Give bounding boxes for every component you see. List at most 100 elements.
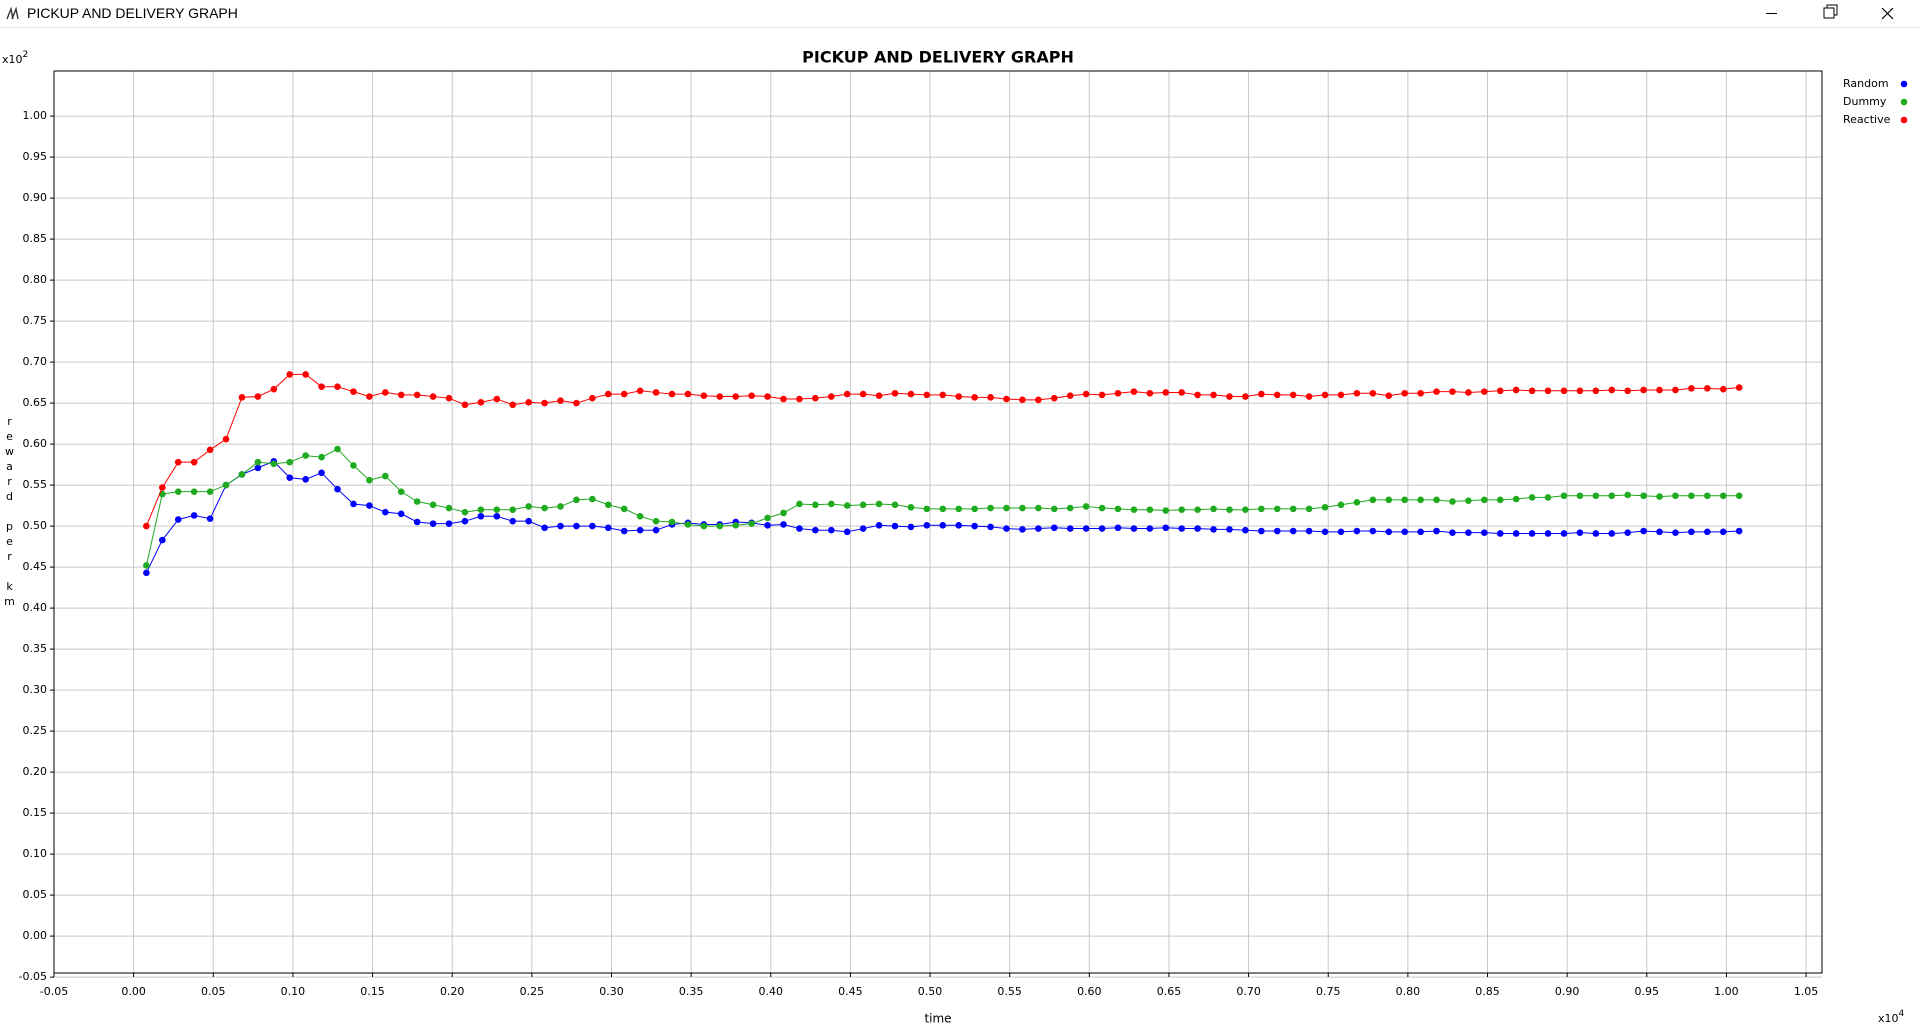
data-point	[1735, 527, 1743, 535]
legend-marker	[1900, 80, 1908, 88]
data-point	[1305, 527, 1313, 535]
data-point	[1496, 496, 1504, 504]
x-tick-label: 0.40	[759, 985, 784, 998]
data-point	[987, 523, 994, 531]
y-tick-label: 0.15	[23, 806, 48, 819]
data-point	[254, 458, 262, 466]
data-point	[812, 526, 819, 534]
data-point	[541, 504, 548, 512]
data-point	[859, 501, 867, 509]
data-point	[1162, 524, 1170, 532]
plot-area	[54, 71, 1822, 973]
data-point	[270, 385, 278, 393]
data-point	[1481, 496, 1488, 504]
data-point	[971, 522, 978, 530]
data-point	[923, 521, 931, 529]
data-point	[1082, 525, 1090, 532]
data-point	[1688, 385, 1695, 392]
data-point	[1465, 389, 1472, 396]
data-point	[1210, 526, 1217, 533]
maximize-button[interactable]	[1823, 7, 1835, 19]
data-point	[604, 524, 612, 532]
data-point	[1624, 491, 1631, 499]
data-point	[334, 445, 341, 453]
data-point	[668, 521, 676, 528]
data-point	[1704, 528, 1711, 536]
data-point	[684, 390, 692, 398]
data-point	[557, 503, 564, 510]
close-button[interactable]	[1881, 7, 1894, 20]
data-point	[620, 527, 628, 535]
y-tick-label: 0.85	[23, 232, 48, 245]
x-tick-label: 0.90	[1555, 985, 1580, 998]
data-point	[1066, 504, 1074, 512]
data-point	[796, 395, 803, 403]
data-point	[716, 393, 724, 400]
data-point	[143, 522, 150, 530]
data-point	[604, 501, 612, 509]
y-tick-label: 0.10	[23, 847, 48, 860]
data-point	[1305, 393, 1313, 400]
data-point	[445, 520, 453, 527]
data-point	[1465, 497, 1472, 504]
data-point	[541, 399, 548, 407]
x-tick-label: 0.70	[1236, 985, 1261, 998]
data-point	[1353, 527, 1361, 535]
data-point	[1481, 388, 1488, 395]
x-tick-label: 1.05	[1794, 985, 1819, 998]
data-point	[286, 458, 294, 466]
data-point	[1194, 506, 1201, 513]
data-point	[1273, 391, 1281, 399]
data-point	[589, 522, 596, 530]
data-point	[907, 503, 915, 511]
data-point	[1003, 504, 1010, 512]
data-point	[445, 394, 453, 402]
data-point	[589, 495, 596, 503]
data-point	[397, 488, 405, 495]
data-point	[429, 501, 437, 509]
data-point	[206, 446, 214, 454]
data-point	[525, 517, 532, 525]
data-point	[1289, 505, 1297, 513]
data-point	[270, 458, 278, 465]
data-point	[302, 452, 309, 459]
x-tick-label: 0.10	[281, 985, 306, 998]
data-point	[1496, 530, 1504, 537]
data-point	[987, 504, 994, 512]
data-point	[1608, 492, 1616, 500]
data-point	[780, 395, 787, 403]
window-title: PICKUP AND DELIVERY GRAPH	[27, 5, 238, 21]
chart-title: PICKUP AND DELIVERY GRAPH	[802, 48, 1074, 67]
x-tick-label: 0.55	[997, 985, 1022, 998]
data-point	[971, 505, 978, 513]
data-point	[413, 518, 421, 526]
data-point	[429, 520, 437, 527]
data-point	[1178, 506, 1185, 513]
data-point	[1050, 524, 1058, 532]
data-point	[1719, 492, 1727, 500]
data-point	[1210, 391, 1217, 399]
data-point	[174, 516, 182, 523]
data-point	[1640, 386, 1647, 394]
data-point	[1544, 494, 1552, 501]
data-point	[1512, 386, 1520, 394]
data-point	[764, 514, 771, 522]
data-point	[1656, 386, 1663, 394]
data-point	[1465, 529, 1472, 536]
data-point	[1082, 503, 1090, 510]
x-tick-label: 0.00	[121, 985, 146, 998]
data-point	[891, 501, 899, 509]
data-point	[1592, 530, 1600, 537]
x-tick-label: 0.95	[1635, 985, 1660, 998]
x-tick-label: 1.00	[1714, 985, 1739, 998]
data-point	[780, 509, 787, 517]
data-point	[955, 393, 963, 400]
data-point	[190, 512, 198, 519]
data-point	[1114, 389, 1122, 397]
data-point	[748, 520, 755, 527]
y-tick-label: 0.40	[23, 601, 48, 614]
data-point	[1735, 384, 1743, 391]
data-point	[1433, 496, 1440, 504]
data-point	[1130, 506, 1138, 513]
